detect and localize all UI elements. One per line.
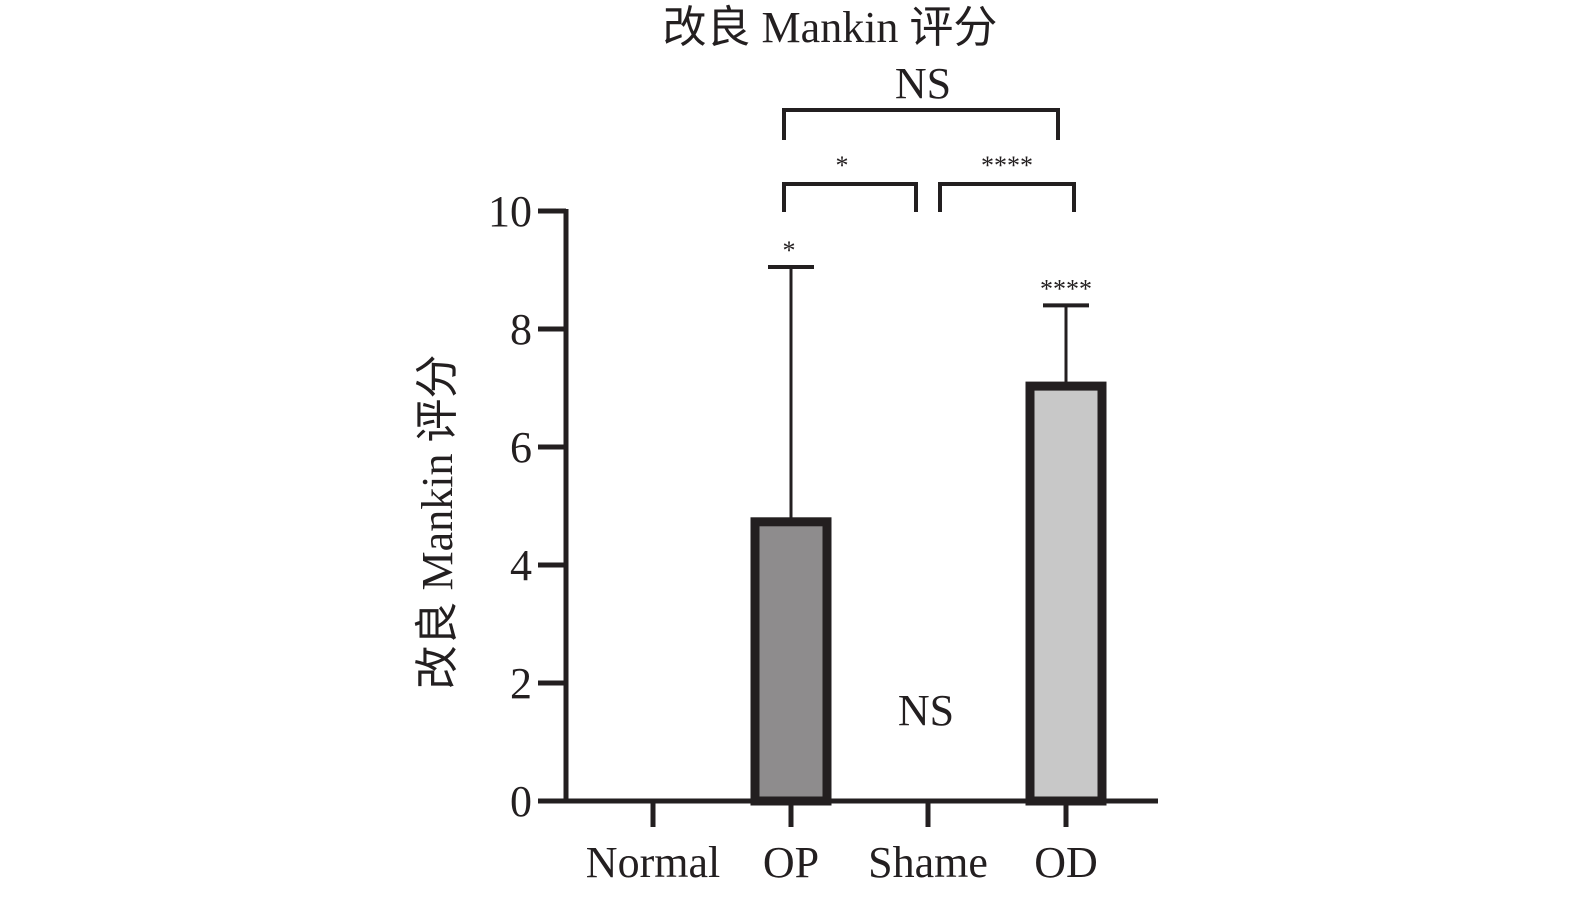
y-tick-label: 8 — [510, 305, 532, 354]
y-tick-label: 0 — [510, 777, 532, 826]
annotations: *NS***** ****NS — [782, 59, 1092, 735]
y-tick-label: 10 — [488, 187, 532, 236]
x-tick-label: OP — [763, 838, 819, 887]
chart-title: 改良 Mankin 评分 — [663, 3, 998, 52]
y-axis-label: 改良 Mankin 评分 — [413, 355, 462, 690]
y-tick-label: 2 — [510, 659, 532, 708]
axes: 0 2 4 6 8 10 Normal OP Shame OD — [488, 187, 1158, 887]
y-tick-label: 4 — [510, 541, 532, 590]
x-tick-label: Normal — [586, 838, 720, 887]
x-tick-label: OD — [1034, 838, 1098, 887]
y-tick-label: 6 — [510, 423, 532, 472]
bar-annotation-shame: NS — [898, 686, 954, 735]
comparison-label: **** — [981, 151, 1033, 180]
comparison-bracket — [938, 182, 1076, 212]
x-tick-label: Shame — [868, 838, 988, 887]
bar-annotation-od: **** — [1040, 274, 1092, 303]
bar-op — [750, 517, 832, 806]
comparison-bracket — [782, 182, 918, 212]
bar-od — [1025, 381, 1107, 806]
bars — [750, 265, 1107, 806]
comparison-label: * — [836, 151, 849, 180]
comparison-label: NS — [895, 59, 951, 108]
comparison-bracket — [782, 108, 1060, 140]
bar-annotation-op: * — [783, 236, 796, 265]
